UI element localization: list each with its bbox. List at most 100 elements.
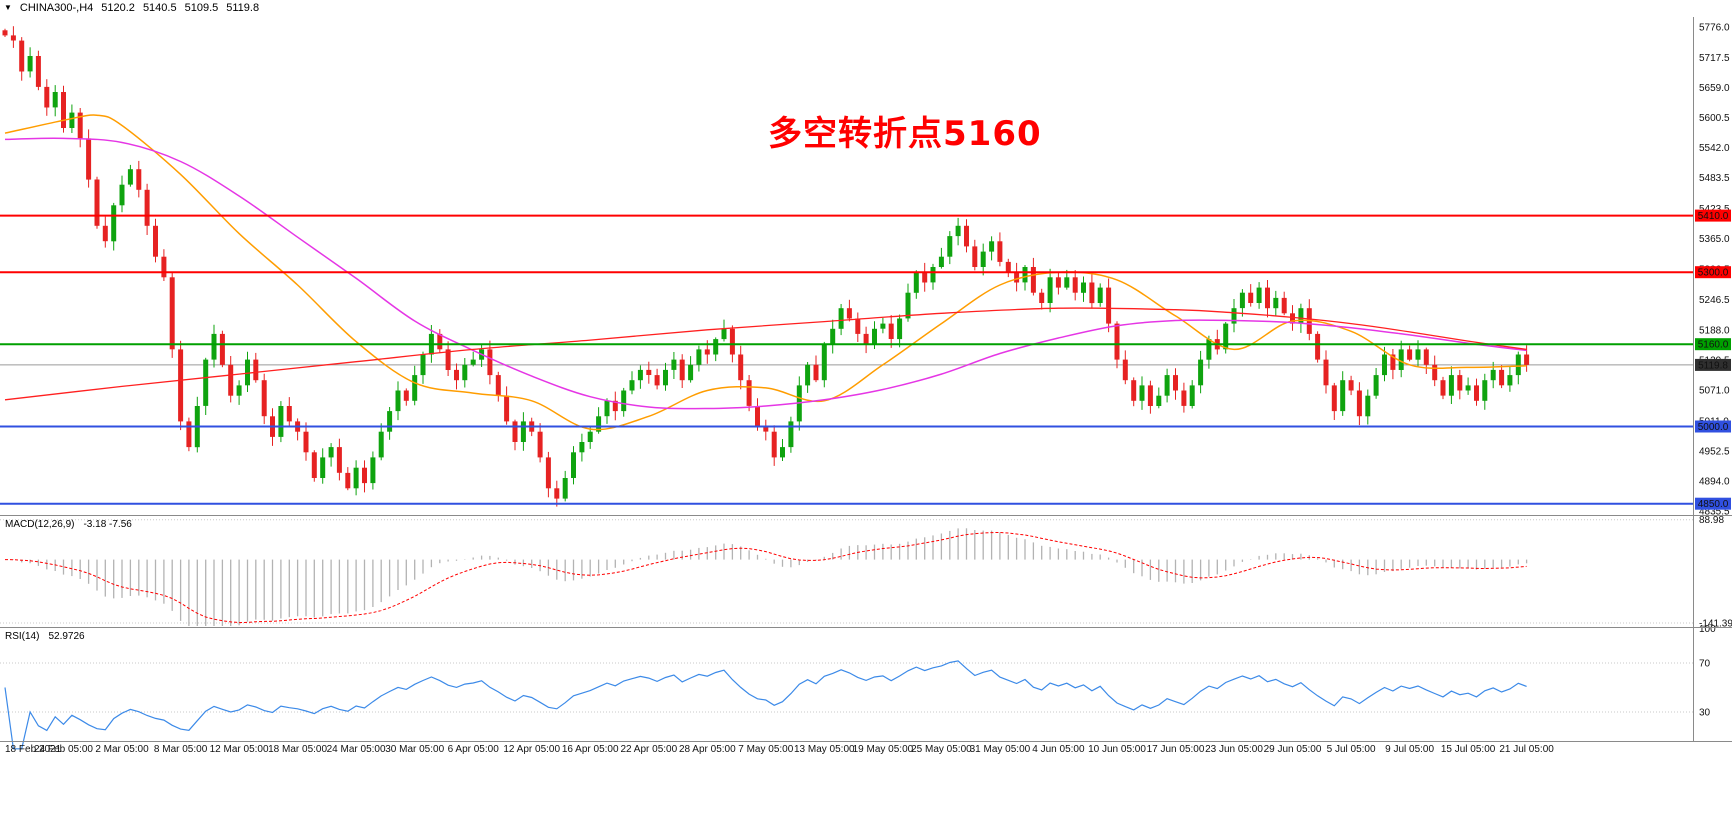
candle-body [813, 364, 819, 381]
candle-body [713, 339, 719, 355]
candle-body [362, 467, 367, 484]
time-label: 7 May 05:00 [738, 744, 793, 755]
candle-body [1089, 282, 1095, 304]
candle-body [1072, 277, 1078, 293]
candle-body [1265, 287, 1270, 309]
price-tick: 5071.0 [1699, 386, 1730, 397]
candle-body [729, 328, 735, 355]
rsi-axis-tick: 100 [1699, 624, 1716, 635]
candle-body [1139, 385, 1145, 401]
price-tick: 5246.5 [1699, 295, 1730, 306]
rsi-panel[interactable] [0, 660, 1694, 750]
macd-panel[interactable] [0, 519, 1694, 626]
time-label: 16 Apr 05:00 [562, 744, 619, 755]
time-label: 15 Jul 05:00 [1441, 744, 1496, 755]
candle-body [445, 349, 451, 370]
price-axis[interactable]: 5776.05717.55659.05600.55542.05483.55423… [1695, 23, 1732, 719]
candle-body [1239, 292, 1245, 309]
candle-body [1515, 354, 1521, 376]
candle-body [1147, 385, 1153, 406]
price-tick: 5188.0 [1699, 325, 1730, 336]
candle-body [1047, 277, 1053, 303]
candle-body [19, 40, 25, 72]
candle-body [1173, 375, 1178, 391]
price-tag-label: 5410.0 [1698, 211, 1729, 222]
candle-body [1356, 390, 1362, 417]
candle-body [1373, 375, 1379, 396]
chart-marker-icon[interactable]: ▼ [4, 3, 12, 12]
candle-body [1524, 354, 1530, 365]
candle-body [888, 323, 894, 339]
candle-body [102, 225, 108, 242]
candle-body [119, 184, 125, 206]
candle-body [688, 364, 694, 381]
candle-body [1014, 272, 1020, 283]
candle-body [1231, 308, 1237, 324]
candle-body [1465, 385, 1471, 391]
candle-body [1281, 297, 1287, 314]
candle-body [1097, 287, 1103, 303]
candle-body [980, 251, 986, 267]
time-label: 8 Mar 05:00 [154, 744, 208, 755]
candle-body [1390, 354, 1396, 370]
candle-body [905, 292, 911, 319]
price-tag [1695, 266, 1731, 279]
candle-body [1490, 369, 1496, 381]
macd-signal-line [4, 531, 1527, 624]
candle-body [1198, 359, 1204, 386]
candle-body [663, 369, 668, 386]
price-tag [1695, 358, 1731, 371]
price-tick: 5776.0 [1699, 23, 1730, 34]
time-label: 28 Apr 05:00 [679, 744, 736, 755]
price-tag-label: 5119.8 [1698, 360, 1728, 371]
time-label: 24 Mar 05:00 [327, 744, 386, 755]
candle-body [52, 92, 58, 108]
macd-name: MACD(12,26,9) [5, 519, 75, 530]
time-label: 4 Jun 05:00 [1032, 744, 1085, 755]
candle-body [1181, 390, 1187, 406]
candle-body [587, 431, 593, 442]
time-label: 18 Mar 05:00 [268, 744, 327, 755]
candle-body [537, 431, 543, 458]
candle-body [654, 375, 660, 386]
candle-body [964, 225, 969, 247]
time-label: 2 Mar 05:00 [95, 744, 149, 755]
candle-body [27, 56, 33, 72]
candle-body [311, 452, 317, 478]
candle-body [1256, 287, 1262, 303]
symbol-timeframe: CHINA300-,H4 [19, 2, 94, 14]
candle-body [69, 112, 75, 128]
time-label: 21 Jul 05:00 [1499, 744, 1554, 755]
candle-body [111, 205, 117, 242]
time-label: 9 Jul 05:00 [1385, 744, 1434, 755]
annotation-text[interactable]: 多空转折点5160 [768, 114, 1042, 154]
time-label: 10 Jun 05:00 [1088, 744, 1146, 755]
candle-body [2, 30, 8, 36]
candle-body [1290, 313, 1295, 324]
ma-fast-orange [4, 114, 1527, 431]
candle-body [646, 369, 652, 375]
price-tag-label: 5300.0 [1698, 268, 1729, 279]
candle-body [545, 457, 551, 489]
candle-body [1415, 349, 1421, 360]
candle-body [1448, 375, 1454, 396]
candle-body [1407, 349, 1413, 360]
candle-body [780, 447, 785, 458]
price-tick: 5542.0 [1699, 143, 1730, 154]
candle-body [1030, 267, 1036, 293]
time-label: 23 Jun 05:00 [1205, 744, 1263, 755]
rsi-axis-tick: 70 [1699, 659, 1711, 670]
candle-body [1365, 395, 1371, 417]
candle-body [136, 169, 142, 190]
candle-body [153, 225, 158, 257]
candle-body [437, 333, 443, 350]
candle-body [947, 236, 953, 257]
candle-body [253, 359, 259, 381]
main-chart-panel[interactable] [0, 26, 1694, 507]
candle-body [336, 447, 342, 473]
ohlc-open: 5120.2 [101, 2, 135, 14]
candle-body [403, 390, 409, 401]
